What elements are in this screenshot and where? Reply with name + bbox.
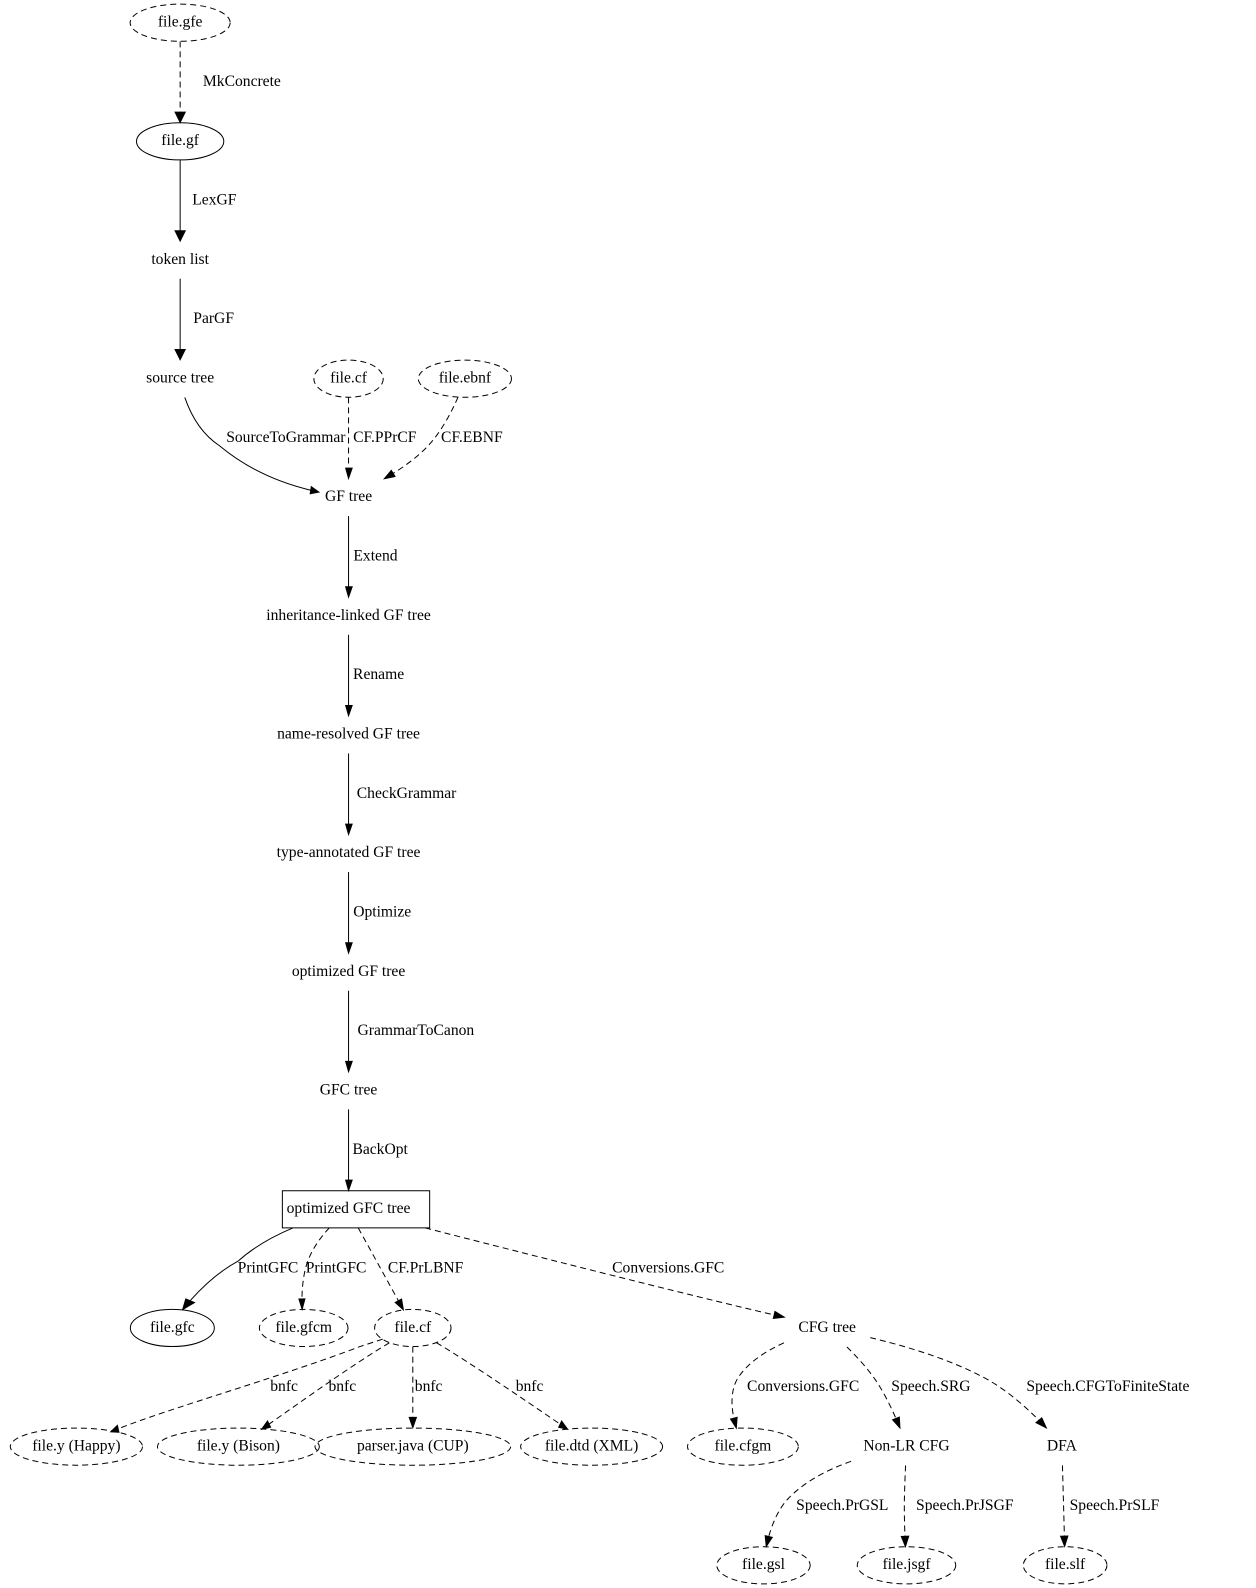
svg-text:Speech.SRG: Speech.SRG <box>891 1378 970 1395</box>
svg-text:Non-LR CFG: Non-LR CFG <box>863 1437 949 1454</box>
svg-text:Speech.PrGSL: Speech.PrGSL <box>796 1497 888 1514</box>
svg-text:DFA: DFA <box>1047 1437 1078 1454</box>
svg-text:Extend: Extend <box>353 547 397 564</box>
svg-text:Speech.PrJSGF: Speech.PrJSGF <box>916 1497 1014 1514</box>
svg-text:ParGF: ParGF <box>193 310 234 327</box>
svg-text:file.gfcm: file.gfcm <box>275 1319 332 1336</box>
svg-text:BackOpt: BackOpt <box>352 1141 408 1158</box>
svg-text:file.gfe: file.gfe <box>158 14 203 31</box>
svg-text:optimized GF tree: optimized GF tree <box>292 963 406 980</box>
svg-text:bnfc: bnfc <box>328 1378 356 1395</box>
svg-text:type-annotated GF tree: type-annotated GF tree <box>277 844 421 861</box>
svg-text:file.cfgm: file.cfgm <box>715 1437 772 1454</box>
svg-text:bnfc: bnfc <box>516 1378 544 1395</box>
svg-text:optimized GFC tree: optimized GFC tree <box>287 1200 411 1217</box>
svg-text:inheritance-linked GF tree: inheritance-linked GF tree <box>266 607 431 624</box>
svg-text:CF.EBNF: CF.EBNF <box>441 429 503 446</box>
svg-text:PrintGFC: PrintGFC <box>238 1259 299 1276</box>
svg-text:file.cf: file.cf <box>394 1319 432 1336</box>
svg-text:PrintGFC: PrintGFC <box>306 1259 367 1276</box>
svg-text:bnfc: bnfc <box>270 1378 298 1395</box>
svg-text:CFG tree: CFG tree <box>798 1319 856 1336</box>
svg-text:MkConcrete: MkConcrete <box>203 73 281 90</box>
svg-text:SourceToGrammar: SourceToGrammar <box>226 429 346 446</box>
svg-text:Conversions.GFC: Conversions.GFC <box>747 1378 859 1395</box>
svg-text:name-resolved GF tree: name-resolved GF tree <box>277 725 420 742</box>
svg-text:file.dtd (XML): file.dtd (XML) <box>545 1437 639 1454</box>
svg-text:file.gfc: file.gfc <box>150 1319 195 1336</box>
svg-text:source tree: source tree <box>146 370 214 387</box>
svg-text:CF.PPrCF: CF.PPrCF <box>353 429 417 446</box>
svg-text:parser.java (CUP): parser.java (CUP) <box>357 1437 469 1454</box>
svg-text:Rename: Rename <box>353 666 404 683</box>
svg-text:token list: token list <box>151 251 209 268</box>
svg-text:file.y (Happy): file.y (Happy) <box>32 1437 120 1454</box>
svg-text:file.slf: file.slf <box>1045 1556 1086 1573</box>
svg-text:Speech.PrSLF: Speech.PrSLF <box>1070 1497 1160 1514</box>
svg-text:file.gsl: file.gsl <box>742 1556 786 1573</box>
svg-text:file.gf: file.gf <box>161 132 199 149</box>
svg-text:CF.PrLBNF: CF.PrLBNF <box>388 1259 464 1276</box>
svg-text:file.ebnf: file.ebnf <box>439 370 492 387</box>
svg-text:Speech.CFGToFiniteState: Speech.CFGToFiniteState <box>1026 1378 1189 1395</box>
svg-text:bnfc: bnfc <box>415 1378 443 1395</box>
svg-text:file.y (Bison): file.y (Bison) <box>197 1437 280 1454</box>
svg-text:GFC tree: GFC tree <box>320 1081 378 1098</box>
svg-text:LexGF: LexGF <box>192 192 237 209</box>
svg-text:file.cf: file.cf <box>330 370 368 387</box>
svg-text:Conversions.GFC: Conversions.GFC <box>612 1259 724 1276</box>
svg-text:GrammarToCanon: GrammarToCanon <box>358 1022 475 1039</box>
svg-text:GF tree: GF tree <box>325 488 372 505</box>
svg-text:file.jsgf: file.jsgf <box>882 1556 931 1573</box>
svg-text:CheckGrammar: CheckGrammar <box>357 785 457 802</box>
svg-text:Optimize: Optimize <box>353 903 411 920</box>
